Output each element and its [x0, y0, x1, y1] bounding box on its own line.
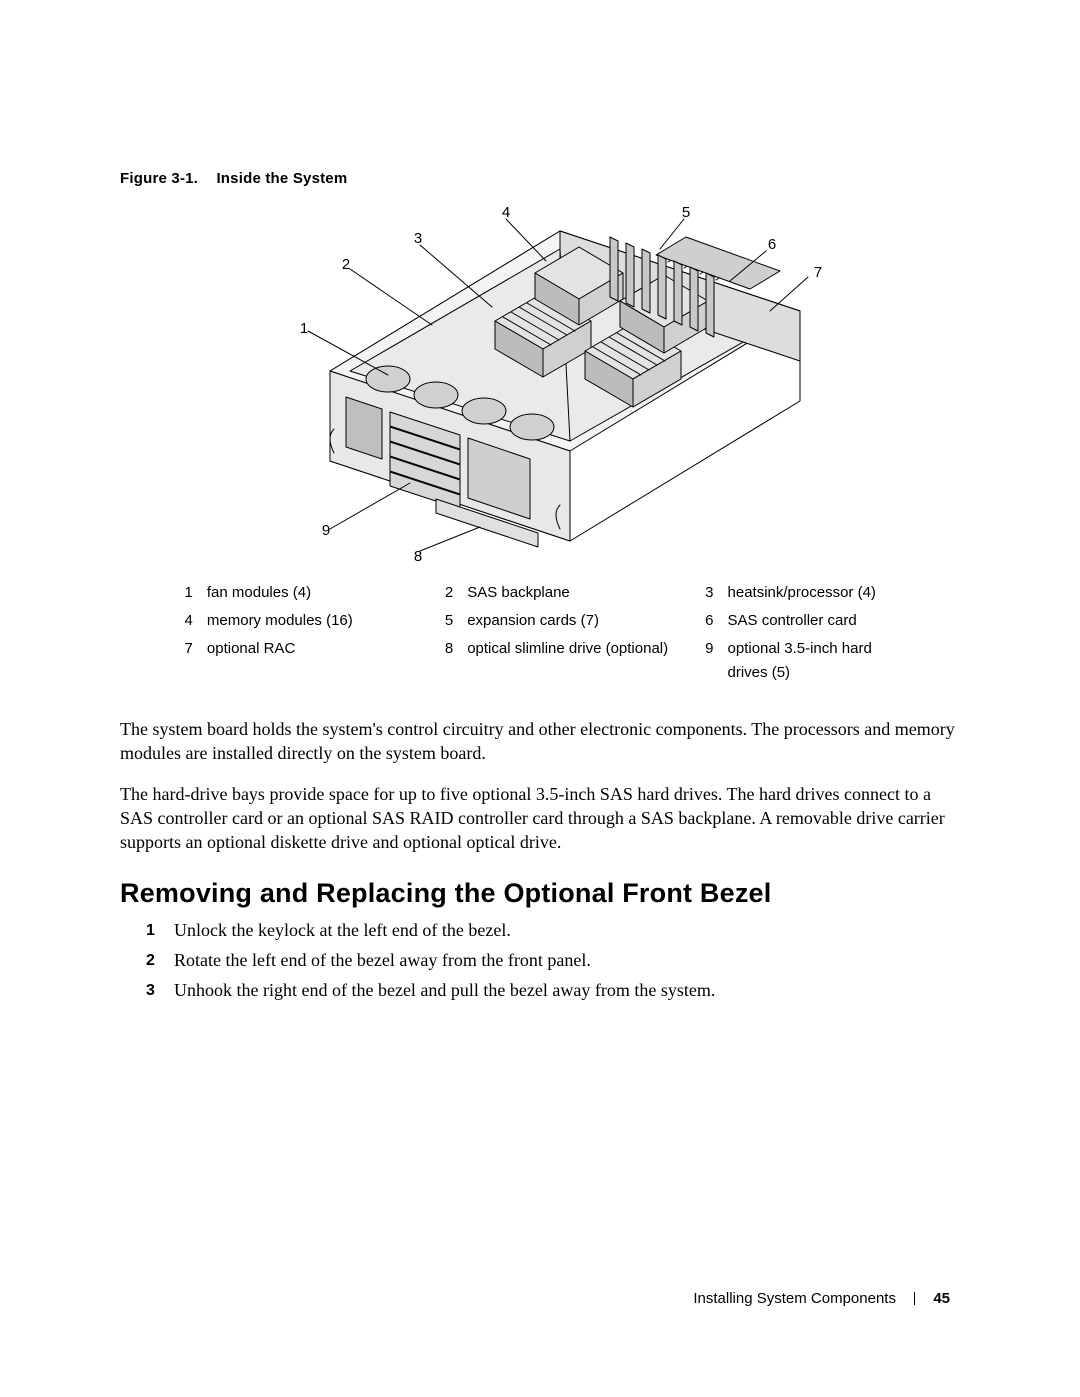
page-number: 45	[933, 1290, 950, 1307]
step-text: Unlock the keylock at the left end of th…	[174, 917, 960, 945]
figure-label: Figure 3-1.	[120, 170, 198, 187]
callout-3: 3	[410, 231, 426, 246]
callout-9: 9	[318, 523, 334, 538]
legend-text: optional RAC	[207, 635, 430, 687]
legend-row: 4 memory modules (16) 5 expansion cards …	[170, 607, 910, 635]
legend-text: heatsink/processor (4)	[728, 579, 910, 607]
page-footer: Installing System Components 45	[693, 1290, 950, 1307]
step-text: Rotate the left end of the bezel away fr…	[174, 947, 960, 975]
step-number: 3	[146, 977, 174, 1005]
body-paragraph: The system board holds the system's cont…	[120, 717, 960, 766]
figure-caption: Inside the System	[216, 170, 347, 187]
legend-text: optical slimline drive (optional)	[467, 635, 690, 687]
callout-4: 4	[498, 205, 514, 220]
legend-num: 1	[170, 579, 207, 607]
legend-num: 6	[691, 607, 728, 635]
callout-1: 1	[296, 321, 312, 336]
figure-title: Figure 3-1. Inside the System	[120, 170, 960, 187]
list-item: 2 Rotate the left end of the bezel away …	[146, 947, 960, 975]
figure-wrap: 1 2 3 4 5 6 7 8 9	[260, 201, 820, 561]
callout-2: 2	[338, 257, 354, 272]
legend-text: SAS controller card	[728, 607, 910, 635]
legend-num: 9	[691, 635, 728, 687]
legend-text: SAS backplane	[467, 579, 690, 607]
body-paragraph: The hard-drive bays provide space for up…	[120, 782, 960, 855]
callout-8: 8	[410, 549, 426, 564]
step-number: 1	[146, 917, 174, 945]
legend-text: optional 3.5-inch hard drives (5)	[728, 635, 910, 687]
figure-legend: 1 fan modules (4) 2 SAS backplane 3 heat…	[170, 579, 910, 687]
callout-7: 7	[810, 265, 826, 280]
legend-num: 2	[430, 579, 467, 607]
footer-section: Installing System Components	[693, 1290, 896, 1307]
numbered-list: 1 Unlock the keylock at the left end of …	[146, 917, 960, 1005]
legend-num: 8	[430, 635, 467, 687]
figure-diagram: 1 2 3 4 5 6 7 8 9	[260, 201, 820, 561]
section-heading: Removing and Replacing the Optional Fron…	[120, 878, 960, 909]
legend-num: 4	[170, 607, 207, 635]
footer-separator	[914, 1292, 915, 1305]
legend-text: memory modules (16)	[207, 607, 430, 635]
legend-row: 1 fan modules (4) 2 SAS backplane 3 heat…	[170, 579, 910, 607]
step-number: 2	[146, 947, 174, 975]
step-text: Unhook the right end of the bezel and pu…	[174, 977, 960, 1005]
legend-num: 5	[430, 607, 467, 635]
legend-num: 7	[170, 635, 207, 687]
callout-5: 5	[678, 205, 694, 220]
callout-6: 6	[764, 237, 780, 252]
legend-row: 7 optional RAC 8 optical slimline drive …	[170, 635, 910, 687]
list-item: 3 Unhook the right end of the bezel and …	[146, 977, 960, 1005]
document-page: Figure 3-1. Inside the System	[0, 0, 1080, 1397]
legend-text: expansion cards (7)	[467, 607, 690, 635]
legend-num: 3	[691, 579, 728, 607]
legend-text: fan modules (4)	[207, 579, 430, 607]
list-item: 1 Unlock the keylock at the left end of …	[146, 917, 960, 945]
